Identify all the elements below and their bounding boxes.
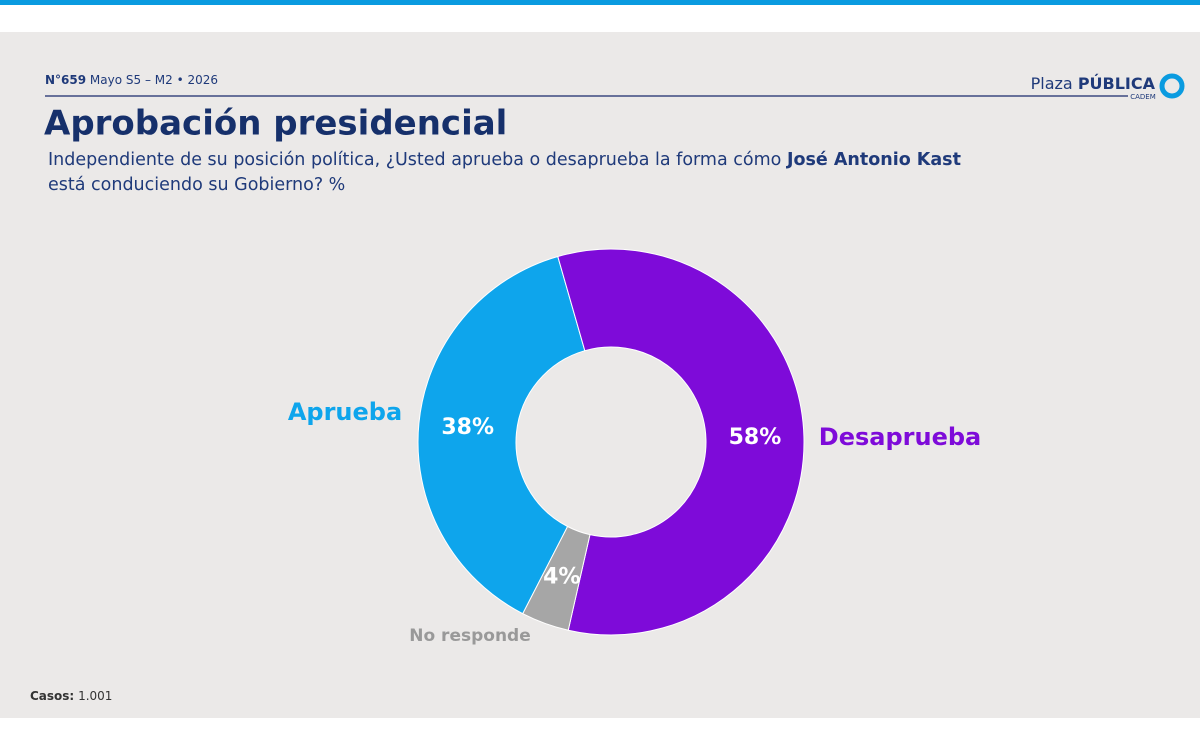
top-bar [0,0,1200,5]
value-label: 58% [729,425,782,450]
subtitle-line-1: Independiente de su posición política, ¿… [48,150,961,170]
logo-icon [1159,73,1185,99]
cases-label: Casos: [30,689,74,703]
subtitle-line-2: está conduciendo su Gobierno? % [48,175,345,195]
brand-2: PÚBLICA [1078,74,1156,93]
edition-line: N°659 Mayo S5 – M2 • 2026 [45,73,218,87]
subtitle-2: José Antonio Kast [786,150,961,170]
footer: Casos: 1.001 [30,689,112,703]
subtitle-1: Independiente de su posición política, ¿… [48,150,781,170]
chart-title: Aprobación presidencial [44,104,507,144]
category-label: Desaprueba [819,423,981,451]
category-label: No responde [409,626,531,646]
brand-sub: CADEM [1130,93,1156,101]
issue: N°659 [45,73,86,87]
category-label: Aprueba [288,398,402,426]
brand-1: Plaza [1031,74,1073,93]
brand: Plaza PÚBLICA [1031,74,1156,93]
edition: Mayo S5 – M2 • 2026 [90,73,218,87]
value-label: 4% [543,564,580,589]
cases: 1.001 [78,689,112,703]
donut-slice [557,248,805,636]
donut-slice [522,525,591,631]
donut-slice [417,255,586,615]
value-label: 38% [441,415,494,440]
